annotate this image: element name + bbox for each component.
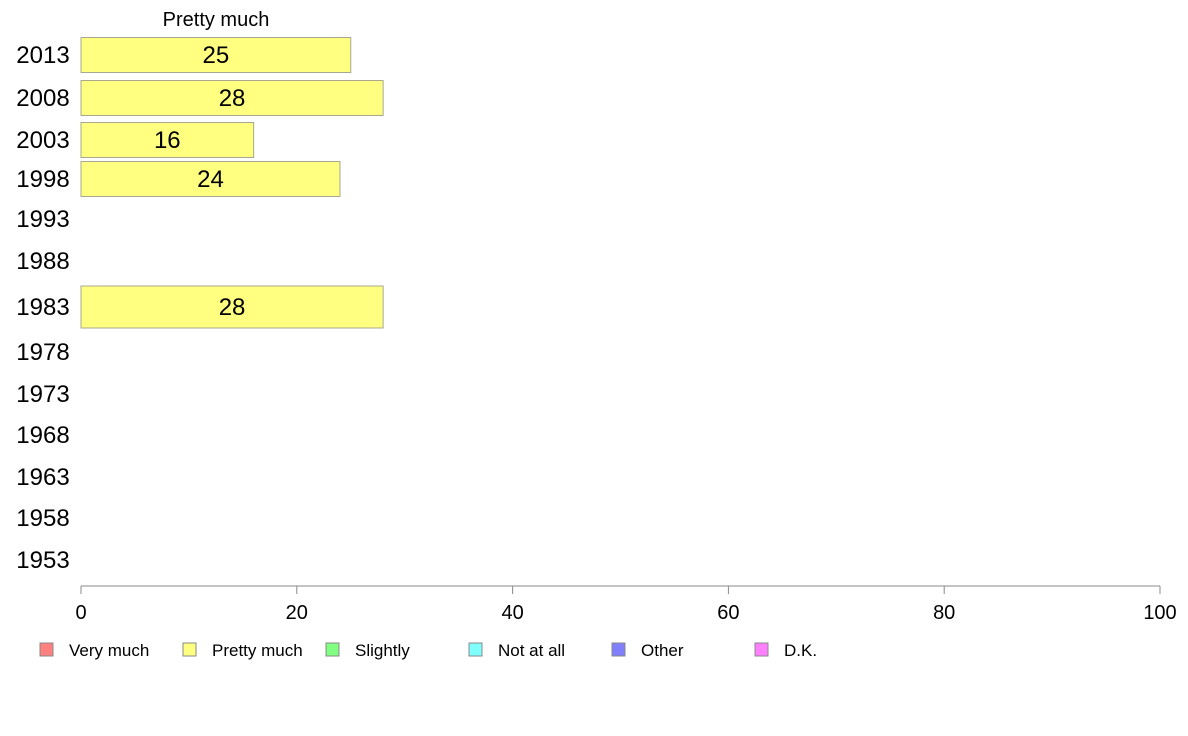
legend-swatch — [39, 642, 54, 657]
year-label: 1988 — [16, 248, 69, 275]
legend-swatch — [182, 642, 197, 657]
legend-label: Pretty much — [212, 641, 303, 660]
year-label: 1953 — [16, 547, 69, 574]
x-tick-label: 20 — [286, 602, 308, 624]
legend-label: D.K. — [784, 641, 817, 660]
bar — [80, 80, 384, 116]
bar — [80, 122, 255, 158]
series-title: Pretty much — [163, 9, 270, 31]
bar-value-label: 16 — [154, 127, 181, 154]
x-tick-label: 80 — [933, 602, 955, 624]
legend-label: Slightly — [355, 641, 410, 660]
legend-swatch — [325, 642, 340, 657]
year-label: 2013 — [16, 42, 69, 69]
year-label: 1983 — [16, 294, 69, 321]
legend-swatch — [611, 642, 626, 657]
legend-swatch — [754, 642, 769, 657]
bar — [80, 285, 384, 329]
legend-label: Very much — [69, 641, 149, 660]
year-label: 2008 — [16, 85, 69, 112]
legend-swatch — [468, 642, 483, 657]
year-label: 1978 — [16, 339, 69, 366]
bar-value-label: 25 — [203, 42, 230, 69]
bar-value-label: 28 — [219, 85, 246, 112]
legend: Very much Pretty much Slightly Not at all Ot… — [39, 641, 817, 660]
x-tick-label: 60 — [717, 602, 739, 624]
x-tick-label: 40 — [501, 602, 523, 624]
year-label: 1958 — [16, 505, 69, 532]
bar — [80, 37, 352, 73]
year-label: 1963 — [16, 464, 69, 491]
x-tick-label: 100 — [1143, 602, 1176, 624]
year-label: 1998 — [16, 166, 69, 193]
year-labels: 2013 2008 2003 1998 1993 1988 1983 1978 1973 1968… — [16, 42, 69, 574]
year-label: 2003 — [16, 127, 69, 154]
bar — [80, 161, 341, 197]
year-label: 1973 — [16, 381, 69, 408]
x-axis: 0 20 40 60 80 100 — [75, 585, 1177, 624]
bar-value-label: 24 — [197, 166, 224, 193]
bars: 25 28 16 24 28 — [80, 37, 384, 329]
year-label: 1993 — [16, 206, 69, 233]
bar-value-label: 28 — [219, 294, 246, 321]
legend-label: Other — [641, 641, 684, 660]
x-tick-label: 0 — [75, 602, 86, 624]
year-label: 1968 — [16, 422, 69, 449]
legend-label: Not at all — [498, 641, 565, 660]
